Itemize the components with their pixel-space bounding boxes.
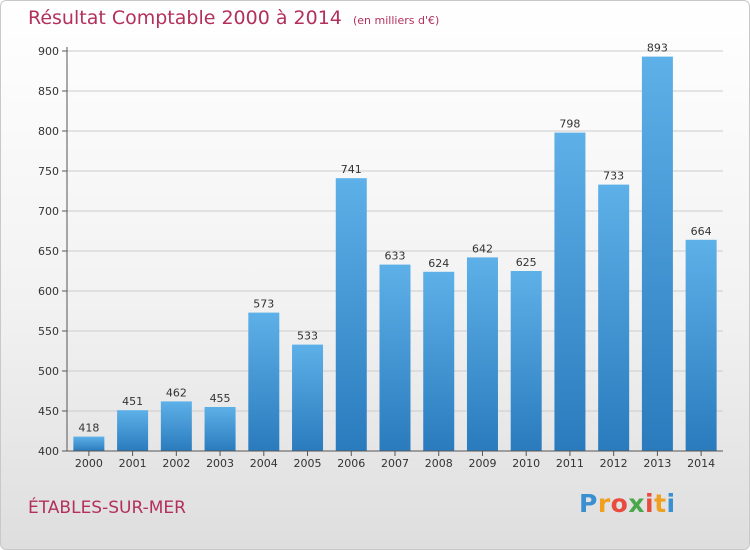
chart-subtitle: (en milliers d'€) (352, 14, 440, 27)
axes: 400 450 500 550 600 650 700 750 800 850 900 2000 200… (38, 45, 723, 470)
bars: 418 451 462 455 573 533 741 633 624 642 625 798 733 8… (73, 42, 717, 451)
proxiti-logo: Proxiti (579, 489, 676, 518)
y-tick-label: 600 (38, 285, 59, 298)
bar-2010 (510, 271, 542, 451)
x-tick-label: 2008 (425, 457, 453, 470)
bar-2005 (292, 344, 324, 451)
x-tick-label: 2009 (468, 457, 496, 470)
y-tick-label: 400 (38, 445, 59, 458)
x-tick-label: 2013 (643, 457, 671, 470)
bar-2011 (554, 132, 586, 451)
bar-value-label: 462 (166, 386, 187, 399)
bar-value-label: 418 (78, 422, 99, 435)
chart-title: Résultat Comptable 2000 à 2014 (en milli… (28, 7, 439, 29)
x-tick-label: 2001 (119, 457, 147, 470)
bar-value-label: 664 (691, 225, 712, 238)
chart-title-text: Résultat Comptable 2000 à 2014 (28, 7, 342, 29)
bar-2000 (73, 436, 105, 451)
x-tick-label: 2005 (294, 457, 322, 470)
x-tick-label: 2003 (206, 457, 234, 470)
logo-letter: x (628, 489, 645, 518)
bar-2013 (641, 56, 673, 451)
bar-value-label: 451 (122, 395, 143, 408)
bar-2006 (335, 178, 367, 451)
x-tick-label: 2014 (687, 457, 715, 470)
logo-letter: r (597, 489, 611, 518)
bar-value-label: 625 (516, 256, 537, 269)
bar-value-label: 624 (428, 257, 449, 270)
x-tick-label: 2012 (600, 457, 628, 470)
bar-2001 (117, 410, 149, 451)
bar-2012 (598, 184, 630, 451)
bar-value-label: 893 (647, 42, 668, 55)
bar-2014 (685, 239, 717, 451)
x-tick-label: 2006 (337, 457, 365, 470)
bar-value-label: 455 (210, 392, 231, 405)
bar-value-label: 741 (341, 163, 362, 176)
logo-letter: o (610, 489, 629, 518)
bar-2008 (423, 271, 455, 451)
logo-letter: i (666, 489, 676, 518)
bar-chart: 418 451 462 455 573 533 741 633 624 642 625 798 733 8… (38, 42, 723, 470)
y-tick-label: 550 (38, 325, 59, 338)
bar-value-label: 533 (297, 330, 318, 343)
x-tick-label: 2002 (162, 457, 190, 470)
x-tick-label: 2011 (556, 457, 584, 470)
logo-letter: t (654, 489, 667, 518)
y-tick-label: 500 (38, 365, 59, 378)
x-tick-label: 2000 (75, 457, 103, 470)
logo-letter: P (579, 489, 598, 518)
bar-value-label: 642 (472, 242, 493, 255)
bar-value-label: 633 (385, 250, 406, 263)
y-tick-label: 450 (38, 405, 59, 418)
x-tick-label: 2007 (381, 457, 409, 470)
bar-2007 (379, 264, 411, 451)
bar-2002 (160, 401, 192, 451)
y-tick-label: 750 (38, 165, 59, 178)
bar-value-label: 573 (253, 298, 274, 311)
x-tick-label: 2010 (512, 457, 540, 470)
bar-2003 (204, 407, 236, 451)
y-tick-label: 900 (38, 45, 59, 58)
y-tick-label: 800 (38, 125, 59, 138)
y-tick-label: 850 (38, 85, 59, 98)
bar-value-label: 733 (603, 170, 624, 183)
y-tick-label: 700 (38, 205, 59, 218)
x-tick-label: 2004 (250, 457, 278, 470)
commune-name: ÉTABLES-SUR-MER (28, 498, 186, 518)
logo-letter: i (645, 489, 655, 518)
bar-2009 (466, 257, 498, 451)
bar-value-label: 798 (559, 118, 580, 131)
y-tick-label: 650 (38, 245, 59, 258)
bar-2004 (248, 312, 280, 451)
